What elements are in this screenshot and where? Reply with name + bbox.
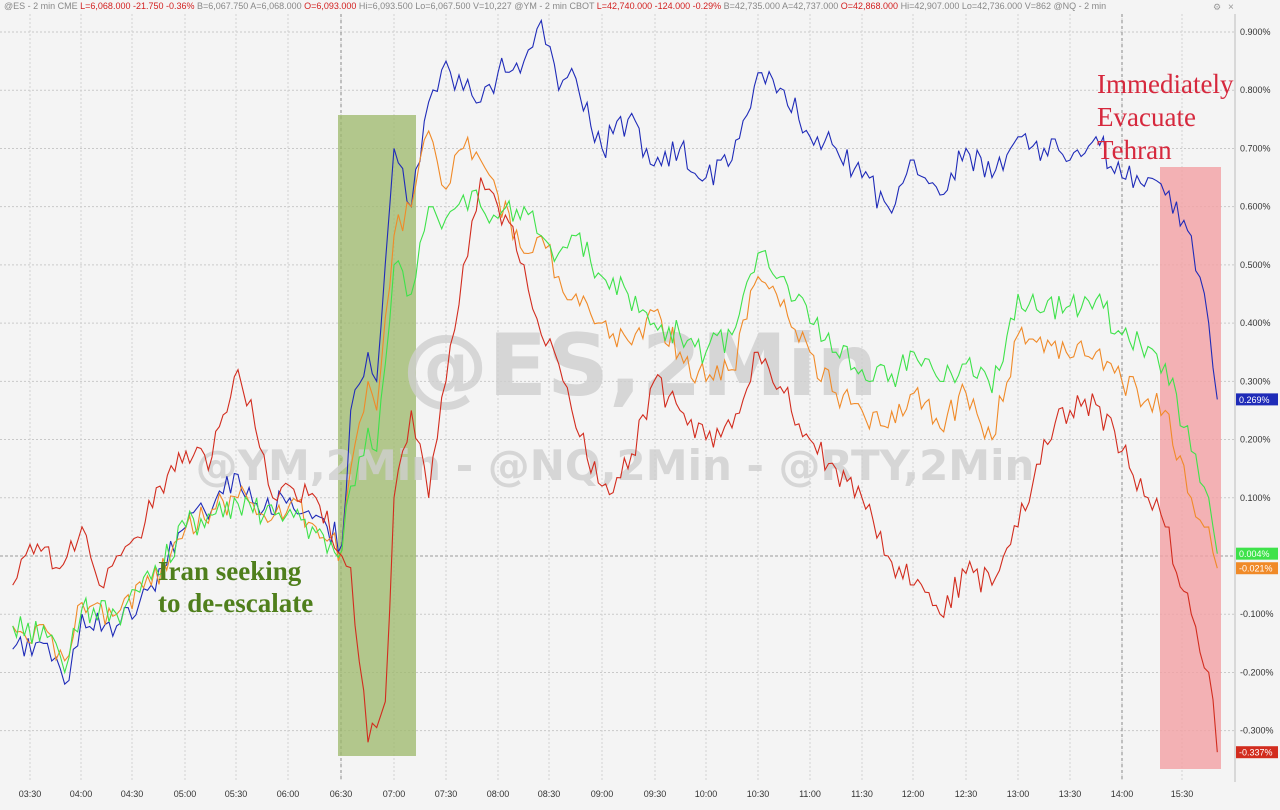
x-tick-label: 11:00 <box>799 789 821 799</box>
watermark-main: @ES,2Min <box>402 316 877 416</box>
y-tick-label: 0.600% <box>1240 202 1271 212</box>
x-tick-label: 09:00 <box>591 789 614 799</box>
y-tick-label: 0.200% <box>1240 435 1271 445</box>
y-tick-label: -0.100% <box>1240 609 1274 619</box>
x-tick-label: 12:00 <box>902 789 925 799</box>
x-tick-label: 12:30 <box>955 789 978 799</box>
x-tick-label: 08:00 <box>487 789 510 799</box>
close-icon[interactable]: × <box>1228 2 1234 13</box>
last-value-badge <box>1236 393 1278 406</box>
last-value-badge <box>1236 562 1278 575</box>
header-segment: Hi=42,907.000 Lo=42,736.000 V=862 @NQ - … <box>898 1 1106 11</box>
x-tick-label: 07:00 <box>383 789 406 799</box>
x-tick-label: 09:30 <box>644 789 667 799</box>
x-tick-label: 04:00 <box>70 789 93 799</box>
shade-evacuate <box>1160 167 1221 769</box>
header-segment: O=6,093.000 <box>302 1 357 11</box>
last-value-label: 0.269% <box>1239 395 1270 405</box>
watermark: @ES,2Min @YM,2Min - @NQ,2Min - @RTY,2Min <box>196 316 1035 490</box>
x-tick-label: 14:00 <box>1111 789 1134 799</box>
annotation-evacuate-line: Tehran <box>1097 135 1172 165</box>
header-segment: B=42,735.000 A=42,737.000 <box>721 1 838 11</box>
header-segment: O=42,868.000 <box>838 1 898 11</box>
watermark-sub: @YM,2Min - @NQ,2Min - @RTY,2Min <box>196 441 1035 490</box>
last-value-label: -0.021% <box>1239 564 1273 574</box>
annotation-evacuate-line: Immediately <box>1097 69 1234 99</box>
y-tick-label: 0.700% <box>1240 143 1271 153</box>
x-tick-label: 15:30 <box>1171 789 1194 799</box>
y-tick-label: 0.900% <box>1240 27 1271 37</box>
x-tick-label: 07:30 <box>435 789 458 799</box>
y-tick-label: 0.100% <box>1240 493 1271 503</box>
header-segment: L=6,068.000 -21.750 -0.36% <box>78 1 195 11</box>
annotation-de-escalate-line: to de-escalate <box>158 588 313 618</box>
header-segment: B=6,067.750 A=6,068.000 <box>195 1 302 11</box>
last-value-label: 0.004% <box>1239 549 1270 559</box>
header-segment: Hi=6,093.500 Lo=6,067.500 V=10,227 <box>356 1 511 11</box>
x-tick-label: 11:30 <box>851 789 873 799</box>
x-tick-label: 06:00 <box>277 789 300 799</box>
x-tick-label: 10:00 <box>695 789 718 799</box>
last-value-labels: 0.269% -0.021% 0.004% -0.337% <box>1236 393 1278 759</box>
series-line-es <box>12 18 1218 686</box>
series-line-ym <box>12 129 1218 662</box>
shade-layer <box>338 115 1221 769</box>
x-tick-label: 13:30 <box>1059 789 1082 799</box>
y-tick-label: 0.800% <box>1240 85 1271 95</box>
x-tick-label: 05:00 <box>174 789 197 799</box>
x-tick-label: 08:30 <box>538 789 561 799</box>
corner-icons: ⚙ × <box>1213 2 1234 13</box>
series-layer <box>12 18 1218 753</box>
x-tick-label: 06:30 <box>330 789 353 799</box>
header-bar: @ES - 2 min CME L=6,068.000 -21.750 -0.3… <box>0 0 1280 12</box>
annotation-evacuate-line: Evacuate <box>1097 102 1196 132</box>
y-tick-label: -0.200% <box>1240 667 1274 677</box>
y-tick-label: 0.500% <box>1240 260 1271 270</box>
last-value-badge <box>1236 746 1278 759</box>
last-value-label: -0.337% <box>1239 748 1273 758</box>
annotation-de-escalate-line: Iran seeking <box>158 556 302 586</box>
header-segment: @YM - 2 min CBOT <box>512 1 595 11</box>
header-quote-line: @ES - 2 min CME L=6,068.000 -21.750 -0.3… <box>4 1 1106 11</box>
y-tick-label: 0.300% <box>1240 376 1271 386</box>
y-tick-label: 0.400% <box>1240 318 1271 328</box>
x-tick-label: 13:00 <box>1007 789 1030 799</box>
shade-de-escalate <box>338 115 416 756</box>
header-segment: L=42,740.000 -124.000 -0.29% <box>594 1 721 11</box>
series-line-rty <box>12 177 1218 753</box>
axis-layer: 0.900% 0.800% 0.700% 0.600% 0.500% 0.400% 0.30… <box>19 14 1274 799</box>
x-tick-label: 04:30 <box>121 789 144 799</box>
x-tick-label: 05:30 <box>225 789 248 799</box>
x-tick-label: 03:30 <box>19 789 42 799</box>
x-tick-label: 10:30 <box>747 789 770 799</box>
settings-icon[interactable]: ⚙ <box>1213 2 1221 12</box>
header-segment: @ES - 2 min CME <box>4 1 78 11</box>
last-value-badge <box>1236 547 1278 560</box>
series-line-nq <box>12 189 1218 675</box>
header-bg <box>0 0 1280 12</box>
y-tick-label: -0.300% <box>1240 726 1274 736</box>
